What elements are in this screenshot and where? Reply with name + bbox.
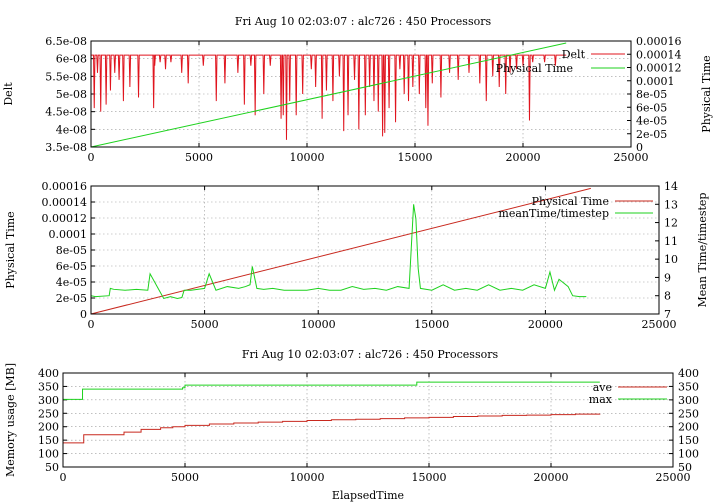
series-line-ave xyxy=(63,413,601,444)
series-line-meantime-timestep xyxy=(90,204,587,300)
x-tick-label: 5000 xyxy=(191,318,219,331)
x-tick-label: 20000 xyxy=(528,318,563,331)
plot-frame xyxy=(62,372,674,468)
y2-tick-label: 0 xyxy=(636,141,643,154)
x-tick-label: 25000 xyxy=(642,318,677,331)
x-axis-label: ElapsedTime xyxy=(332,489,404,502)
y-tick-label: 0 xyxy=(80,308,87,321)
y-axis-label: Physical Time xyxy=(4,211,17,288)
chart-title: Fri Aug 10 02:03:07 : alc726 : 450 Proce… xyxy=(242,348,499,361)
x-tick-label: 0 xyxy=(88,318,95,331)
y2-tick-label: 150 xyxy=(678,434,699,447)
x-tick-label: 20000 xyxy=(506,151,541,164)
plot-frame xyxy=(90,185,660,315)
x-tick-label: 5000 xyxy=(185,151,213,164)
y-tick-label: 100 xyxy=(38,448,59,461)
y-tick-label: 0.00016 xyxy=(42,180,88,193)
x-tick-label: 15000 xyxy=(398,151,433,164)
legend-label: meanTime/timestep xyxy=(498,207,609,220)
y2-tick-label: 7 xyxy=(664,308,671,321)
plot-frame xyxy=(90,40,632,148)
y-tick-label: 6e-08 xyxy=(56,53,87,66)
y-tick-label: 0.00012 xyxy=(42,212,88,225)
x-tick-label: 5000 xyxy=(171,471,199,484)
y2-tick-label: 0.00016 xyxy=(636,35,682,48)
y2-tick-label: 11 xyxy=(664,235,678,248)
legend-label: max xyxy=(589,393,613,406)
y-tick-label: 4.5e-08 xyxy=(45,106,87,119)
series-line-physical-time xyxy=(90,187,591,315)
y2-axis-label: Mean Time/timestep xyxy=(696,193,709,308)
y2-tick-label: 300 xyxy=(678,394,699,407)
y-tick-label: 200 xyxy=(38,421,59,434)
y-tick-label: 350 xyxy=(38,380,59,393)
y-tick-label: 4e-05 xyxy=(56,276,87,289)
y2-tick-label: 12 xyxy=(664,217,678,230)
x-tick-label: 25000 xyxy=(656,471,691,484)
series-line-max xyxy=(63,381,600,400)
y-tick-label: 8e-05 xyxy=(56,244,87,257)
y2-tick-label: 10 xyxy=(664,253,678,266)
y2-tick-label: 9 xyxy=(664,271,671,284)
y2-tick-label: 350 xyxy=(678,380,699,393)
x-tick-label: 10000 xyxy=(301,318,336,331)
y2-tick-label: 250 xyxy=(678,407,699,420)
y2-tick-label: 6e-05 xyxy=(636,101,667,114)
x-tick-label: 15000 xyxy=(414,318,449,331)
y2-tick-label: 2e-05 xyxy=(636,128,667,141)
y-tick-label: 6.5e-08 xyxy=(45,35,87,48)
legend-label: Physical Time xyxy=(532,195,609,208)
series-line-delt xyxy=(91,54,567,140)
chart-title: Fri Aug 10 02:03:07 : alc726 : 450 Proce… xyxy=(235,15,492,28)
y2-tick-label: 0.00014 xyxy=(636,48,682,61)
y-tick-label: 3.5e-08 xyxy=(45,141,87,154)
y2-axis-label: Physical Time xyxy=(700,55,713,132)
y-axis-label: Memory usage [MB] xyxy=(4,363,17,477)
x-tick-label: 10000 xyxy=(290,151,325,164)
x-tick-label: 20000 xyxy=(534,471,569,484)
y-tick-label: 50 xyxy=(45,461,59,474)
y2-tick-label: 4e-05 xyxy=(636,115,667,128)
y2-tick-label: 14 xyxy=(664,180,678,193)
x-tick-label: 15000 xyxy=(412,471,447,484)
y2-tick-label: 0.00012 xyxy=(636,62,682,75)
y2-tick-label: 8 xyxy=(664,290,671,303)
y2-tick-label: 8e-05 xyxy=(636,88,667,101)
y-tick-label: 5.5e-08 xyxy=(45,70,87,83)
legend-label: Physical Time xyxy=(496,62,573,75)
y-tick-label: 250 xyxy=(38,407,59,420)
y2-tick-label: 200 xyxy=(678,421,699,434)
y-tick-label: 0.00014 xyxy=(42,196,88,209)
y-tick-label: 2e-05 xyxy=(56,292,87,305)
y-tick-label: 400 xyxy=(38,367,59,380)
y2-tick-label: 400 xyxy=(678,367,699,380)
y-tick-label: 6e-05 xyxy=(56,260,87,273)
x-tick-label: 0 xyxy=(60,471,67,484)
y2-tick-label: 13 xyxy=(664,198,678,211)
y-tick-label: 5e-08 xyxy=(56,88,87,101)
y2-tick-label: 100 xyxy=(678,448,699,461)
legend-label: ave xyxy=(593,381,612,394)
y-tick-label: 150 xyxy=(38,434,59,447)
y-axis-label: Delt xyxy=(2,82,15,106)
y-tick-label: 4e-08 xyxy=(56,123,87,136)
y-tick-label: 0.0001 xyxy=(49,228,88,241)
series-line-physical-time xyxy=(90,42,567,148)
y2-tick-label: 50 xyxy=(678,461,692,474)
x-tick-label: 25000 xyxy=(614,151,649,164)
x-tick-label: 10000 xyxy=(290,471,325,484)
legend-label: Delt xyxy=(562,48,586,61)
y-tick-label: 300 xyxy=(38,394,59,407)
y2-tick-label: 0.0001 xyxy=(636,75,675,88)
x-tick-label: 0 xyxy=(88,151,95,164)
